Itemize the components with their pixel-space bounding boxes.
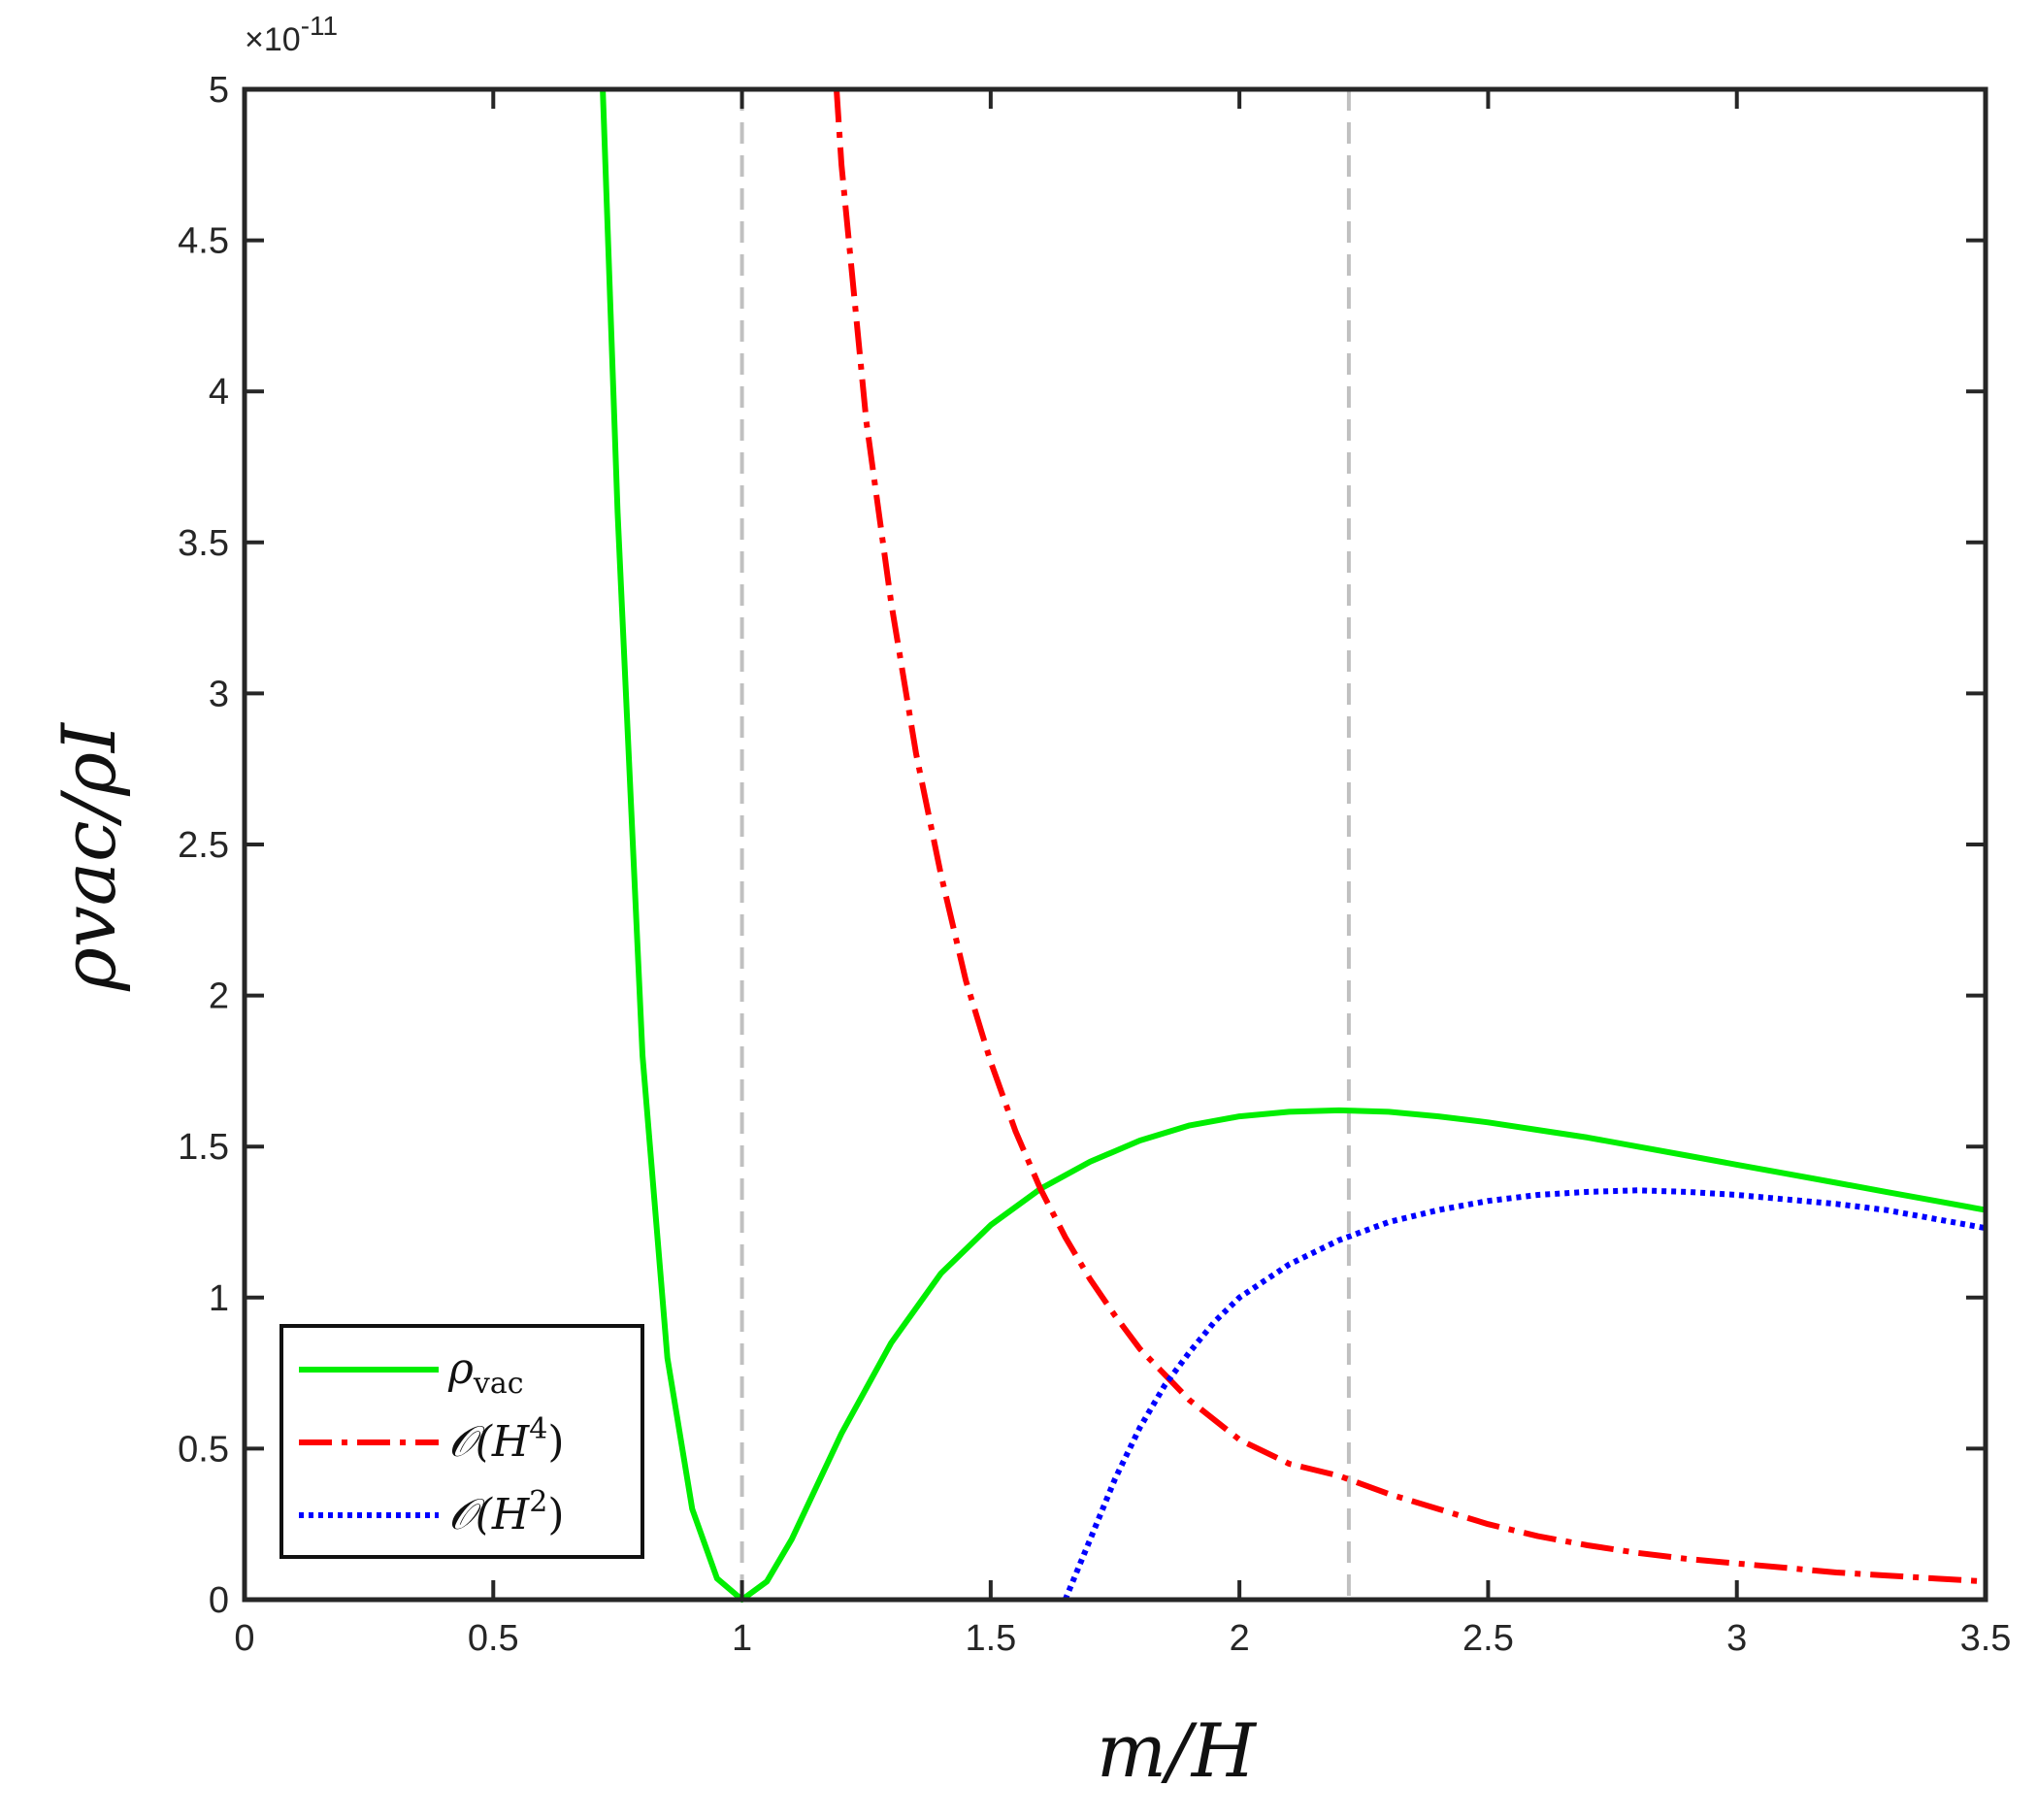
- legend-label-oh4: 𝒪(H4): [448, 1412, 565, 1467]
- y-tick-labels: 0 0.5 1 1.5 2 2.5 3 3.5 4 4.5 5: [178, 70, 229, 1621]
- y-tick-label: 1: [209, 1278, 229, 1319]
- y-tick-label: 3: [209, 674, 229, 714]
- y-exponent-base: ×10: [245, 21, 301, 58]
- legend-item-oh4: 𝒪(H4): [299, 1412, 565, 1467]
- y-tick-label: 5: [209, 70, 229, 111]
- y-exponent-power: -11: [301, 11, 338, 41]
- series-layer: [600, 88, 1987, 1603]
- x-tick-label: 3.5: [1960, 1618, 2012, 1659]
- series-line-0: [600, 88, 1987, 1603]
- x-tick-label: 0.5: [468, 1618, 519, 1659]
- legend-label-oh2: 𝒪(H2): [448, 1485, 565, 1539]
- x-tick-label: 2.5: [1462, 1618, 1514, 1659]
- legend: ρvac 𝒪(H4) 𝒪(H2): [279, 1324, 644, 1559]
- y-exponent-label: ×10-11: [245, 11, 338, 58]
- y-tick-label: 3.5: [178, 523, 229, 564]
- x-tick-label: 1: [732, 1618, 752, 1659]
- y-tick-label: 2: [209, 976, 229, 1017]
- y-tick-label: 0: [209, 1580, 229, 1621]
- y-axis-label-group: ρvac/ρI: [46, 721, 132, 992]
- legend-label-rho-vac: ρvac: [447, 1344, 524, 1401]
- y-tick-label: 4.5: [178, 221, 229, 262]
- x-tick-label: 3: [1726, 1618, 1747, 1659]
- y-axis-label: ρvac/ρI: [46, 721, 132, 992]
- y-tick-label: 0.5: [178, 1429, 229, 1470]
- plot-frame: [242, 86, 1988, 1603]
- x-tick-label: 0: [234, 1618, 254, 1659]
- y-tick-label: 2.5: [178, 825, 229, 866]
- x-tick-labels: 0 0.5 1 1.5 2 2.5 3 3.5: [234, 1618, 2011, 1659]
- x-axis-label: m/H: [1097, 1707, 1258, 1794]
- x-tick-label: 1.5: [965, 1618, 1016, 1659]
- reference-lines: [739, 89, 1351, 1600]
- legend-item-oh2: 𝒪(H2): [299, 1485, 565, 1539]
- y-tick-label: 1.5: [178, 1127, 229, 1168]
- y-tick-label: 4: [209, 372, 229, 413]
- legend-item-rho-vac: ρvac: [299, 1344, 524, 1401]
- x-tick-label: 2: [1230, 1618, 1250, 1659]
